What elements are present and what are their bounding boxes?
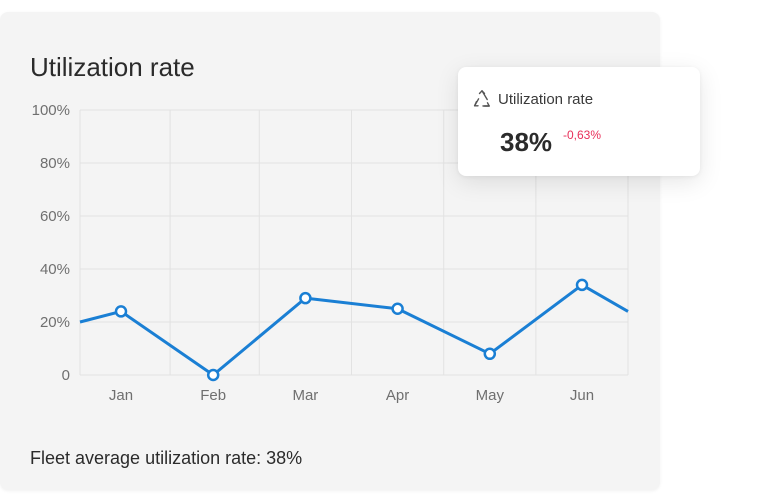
fleet-average-text: Fleet average utilization rate: 38%	[30, 448, 303, 468]
y-tick-label: 20%	[40, 314, 70, 331]
data-point	[391, 302, 404, 315]
tooltip-label: Utilization rate	[498, 91, 594, 108]
tooltip-delta: -0,63%	[563, 128, 602, 142]
data-point	[206, 368, 220, 382]
data-point	[575, 278, 589, 292]
x-tick-label: Apr	[386, 387, 409, 404]
x-tick-label: Jan	[109, 387, 133, 404]
chart-tooltip: Utilization rate 38% -0,63%	[458, 67, 700, 176]
series-line	[79, 283, 629, 377]
data-point	[299, 291, 312, 305]
y-tick-label: 0	[62, 367, 70, 384]
y-tick-label: 40%	[40, 261, 70, 278]
x-tick-label: Feb	[200, 387, 226, 404]
tooltip-value: 38%	[500, 127, 553, 157]
recycle-icon	[473, 90, 490, 107]
y-tick-label: 100%	[32, 102, 70, 119]
y-tick-label: 60%	[40, 208, 70, 225]
data-point	[483, 347, 497, 361]
data-point	[114, 305, 128, 318]
x-tick-label: Mar	[292, 387, 318, 404]
y-tick-label: 80%	[40, 155, 70, 172]
x-tick-label: Jun	[570, 387, 594, 404]
card-title: Utilization rate	[30, 52, 195, 82]
x-tick-label: May	[476, 387, 505, 404]
